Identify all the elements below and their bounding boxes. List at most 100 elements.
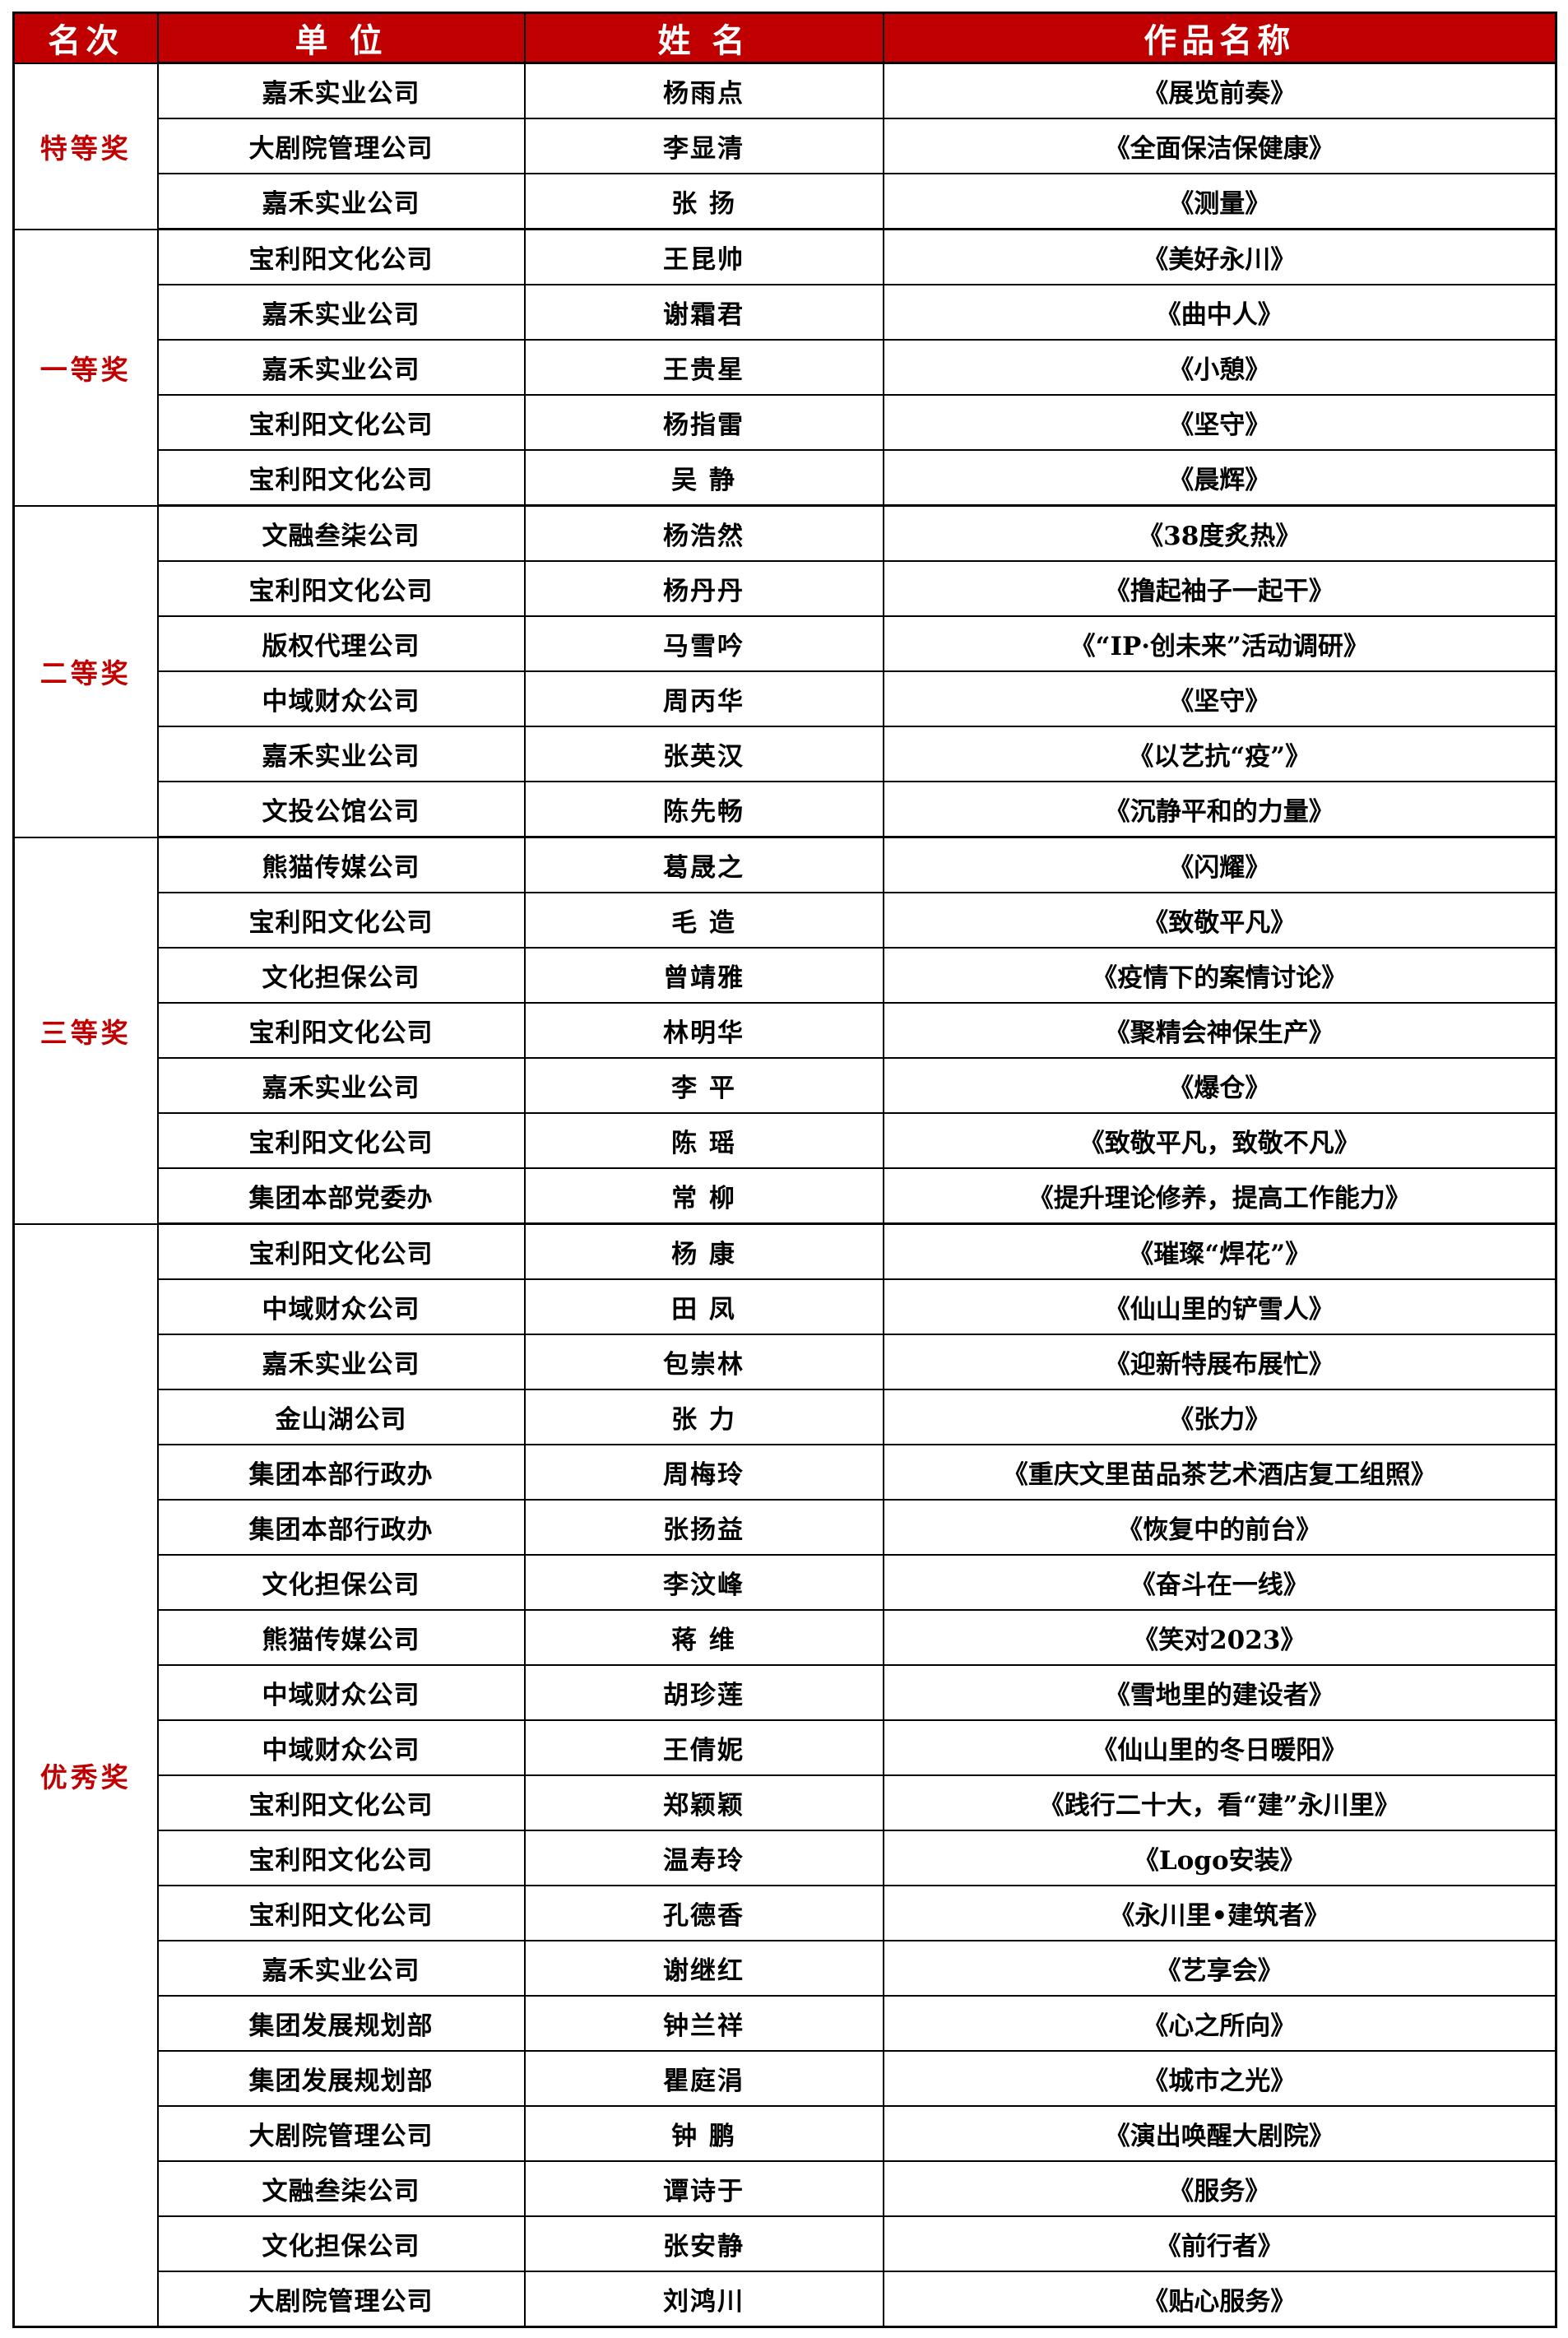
cell-work: 《仙山里的铲雪人》 [882,1278,1557,1335]
cell-work: 《聚精会神保生产》 [882,1002,1557,1059]
cell-name: 周梅玲 [523,1444,884,1501]
cell-unit: 文化担保公司 [156,1554,526,1611]
cell-unit: 金山湖公司 [156,1389,526,1445]
table-row: 嘉禾实业公司 张英汉 《以艺抗“疫”》 [14,726,1557,782]
cell-unit: 中域财众公司 [156,670,526,727]
cell-unit: 文化担保公司 [156,947,526,1004]
cell-unit: 宝利阳文化公司 [156,228,526,285]
table-row: 中域财众公司田 凤《仙山里的铲雪人》 [14,1278,1557,1335]
table-row: 文融叁柒公司 谭诗于 《服务》 [14,2160,1557,2217]
cell-work: 《重庆文里苗品茶艺术酒店复工组照》 [882,1444,1557,1501]
cell-unit: 嘉禾实业公司 [156,1057,526,1114]
table-row: 优秀奖 宝利阳文化公司杨 康《璀璨“焊花”》 [12,1222,1557,2328]
cell-name: 常 柳 [523,1167,884,1225]
cell-work: 《笑对2023》 [882,1609,1557,1666]
cell-work: 《“IP·创未来”活动调研》 [882,615,1557,672]
cell-unit: 宝利阳文化公司 [156,1774,526,1831]
table-row: 版权代理公司 马雪吟 《“IP·创未来”活动调研》 [14,615,1557,672]
cell-unit: 宝利阳文化公司 [156,892,526,949]
cell-work: 《坚守》 [882,670,1557,727]
cell-name: 瞿庭涓 [523,2050,884,2107]
cell-unit: 宝利阳文化公司 [156,449,526,507]
table-row: 文化担保公司 李汶峰 《奋斗在一线》 [14,1554,1557,1611]
cell-work: 《服务》 [882,2160,1557,2217]
cell-work: 《爆仓》 [882,1057,1557,1114]
cell-unit: 文化担保公司 [156,2215,526,2272]
cell-unit: 大剧院管理公司 [156,118,526,174]
cell-name: 陈先畅 [523,781,884,838]
table-row: 一等奖 宝利阳文化公司 王昆帅 《美好永川》 [12,228,1557,507]
table-row: 熊猫传媒公司蒋 维《笑对2023》 [14,1609,1557,1666]
cell-unit: 熊猫传媒公司 [156,1609,526,1666]
table-row: 大剧院管理公司 李显清 《全面保洁保健康》 [14,118,1557,174]
table-row: 集团发展规划部 钟兰祥 《心之所向》 [14,1995,1557,2052]
cell-work: 《前行者》 [882,2215,1557,2272]
header-row: 名次 单 位 姓 名 作品名称 [12,12,1557,64]
cell-name: 马雪吟 [523,615,884,672]
table-row: 嘉禾实业公司 谢霜君 《曲中人》 [14,284,1557,341]
table-row: 宝利阳文化公司 孔德香 《永川里•建筑者》 [14,1885,1557,1941]
cell-unit: 宝利阳文化公司 [156,1002,526,1059]
cell-unit: 嘉禾实业公司 [156,1940,526,1997]
cell-work: 《坚守》 [882,394,1557,451]
cell-work: 《沉静平和的力量》 [882,781,1557,838]
cell-work: 《38度炙热》 [882,504,1557,562]
cell-work: 《城市之光》 [882,2050,1557,2107]
cell-name: 陈 瑶 [523,1112,884,1169]
cell-unit: 文融叁柒公司 [156,2160,526,2217]
table-row: 集团发展规划部 瞿庭涓 《城市之光》 [14,2050,1557,2107]
cell-work: 《璀璨“焊花”》 [882,1222,1557,1280]
cell-name: 钟 鹏 [523,2105,884,2162]
cell-name: 张 力 [523,1389,884,1445]
cell-name: 杨丹丹 [523,560,884,617]
cell-name: 孔德香 [523,1885,884,1941]
cell-work: 《疫情下的案情讨论》 [882,947,1557,1004]
table-row: 嘉禾实业公司李 平《爆仓》 [14,1057,1557,1114]
column-header-name: 姓 名 [523,12,884,64]
table-row: 宝利阳文化公司陈 瑶《致敬平凡，致敬不凡》 [14,1112,1557,1169]
cell-unit: 中域财众公司 [156,1278,526,1335]
table-row: 二等奖 文融叁柒公司 杨浩然 《38度炙热》 [12,504,1557,838]
table-row: 中域财众公司 周丙华 《坚守》 [14,670,1557,727]
cell-work: 《永川里•建筑者》 [882,1885,1557,1941]
rank-group-label: 一等奖 [12,228,159,507]
cell-name: 林明华 [523,1002,884,1059]
cell-name: 钟兰祥 [523,1995,884,2052]
cell-name: 胡珍莲 [523,1664,884,1721]
column-header-unit: 单 位 [156,12,526,64]
column-header-rank: 名次 [12,12,159,64]
cell-work: 《测量》 [882,173,1557,230]
cell-work: 《仙山里的冬日暖阳》 [882,1719,1557,1776]
rank-group-label: 三等奖 [12,836,159,1225]
cell-name: 张 扬 [523,173,884,230]
cell-work: 《奋斗在一线》 [882,1554,1557,1611]
cell-work: 《小憩》 [882,339,1557,396]
cell-work: 《致敬平凡》 [882,892,1557,949]
cell-name: 王贵星 [523,339,884,396]
cell-work: 《提升理论修养，提高工作能力》 [882,1167,1557,1225]
cell-unit: 宝利阳文化公司 [156,560,526,617]
table-row: 集团本部行政办 周梅玲 《重庆文里苗品茶艺术酒店复工组照》 [14,1444,1557,1501]
cell-name: 张扬益 [523,1499,884,1556]
cell-work: 《演出唤醒大剧院》 [882,2105,1557,2162]
cell-name: 刘鸿川 [523,2271,884,2328]
cell-unit: 嘉禾实业公司 [156,339,526,396]
cell-name: 谭诗于 [523,2160,884,2217]
cell-work: 《曲中人》 [882,284,1557,341]
cell-unit: 中域财众公司 [156,1719,526,1776]
cell-unit: 中域财众公司 [156,1664,526,1721]
cell-unit: 宝利阳文化公司 [156,394,526,451]
cell-work: 《以艺抗“疫”》 [882,726,1557,782]
cell-unit: 熊猫传媒公司 [156,836,526,893]
table-row: 宝利阳文化公司毛 造《致敬平凡》 [14,892,1557,949]
cell-name: 杨浩然 [523,504,884,562]
table-row: 大剧院管理公司钟 鹏《演出唤醒大剧院》 [14,2105,1557,2162]
cell-unit: 嘉禾实业公司 [156,726,526,782]
table-row: 嘉禾实业公司张 扬《测量》 [14,173,1557,230]
cell-name: 李显清 [523,118,884,174]
cell-work: 《美好永川》 [882,228,1557,285]
cell-unit: 宝利阳文化公司 [156,1885,526,1941]
cell-name: 王昆帅 [523,228,884,285]
cell-unit: 集团本部党委办 [156,1167,526,1225]
cell-work: 《雪地里的建设者》 [882,1664,1557,1721]
